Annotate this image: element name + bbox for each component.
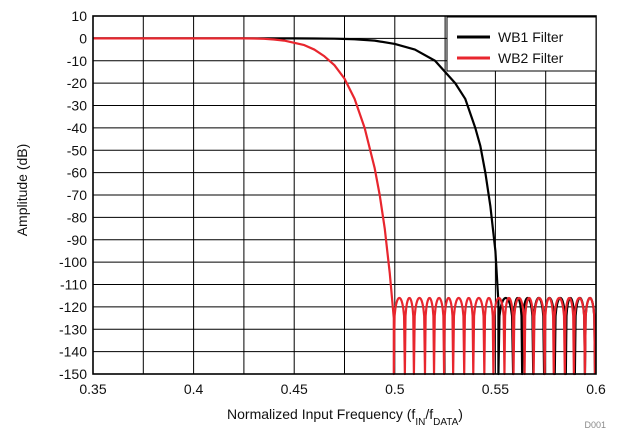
y-tick-label: -60 — [67, 165, 87, 181]
y-tick-label: -150 — [59, 366, 87, 382]
y-tick-label: 0 — [79, 30, 87, 46]
plot-border — [92, 15, 597, 375]
y-tick-label: -130 — [59, 321, 87, 337]
y-axis-tick-labels: 10 0 -10 -20 -30 -40 -50 -60 -70 -80 -90 -100 -110 -1… — [59, 8, 87, 382]
x-axis-title-sub2: DATA — [433, 417, 459, 428]
y-tick-label: -80 — [67, 209, 87, 225]
x-axis-title-close: ) — [458, 406, 463, 422]
y-tick-label: -50 — [67, 142, 87, 158]
y-tick-label: -40 — [67, 120, 87, 136]
y-tick-label: -30 — [67, 98, 87, 114]
legend-box — [446, 16, 597, 72]
series-line-wb2 — [93, 37, 597, 376]
x-tick-label: 0.6 — [586, 381, 606, 397]
legend-label-wb1: WB1 Filter — [498, 29, 564, 45]
legend: WB1 Filter WB2 Filter — [446, 16, 597, 72]
x-axis-tick-labels: 0.35 0.4 0.45 0.5 0.55 0.6 — [79, 381, 606, 397]
y-tick-label: 10 — [71, 8, 87, 24]
x-tick-label: 0.55 — [482, 381, 509, 397]
x-tick-label: 0.4 — [184, 381, 204, 397]
x-tick-label: 0.35 — [79, 381, 106, 397]
y-tick-label: -100 — [59, 254, 87, 270]
y-axis-title: Amplitude (dB) — [14, 144, 30, 237]
x-axis-title-main: Normalized Input Frequency (f — [227, 406, 415, 422]
figure-id-label: D001 — [584, 420, 606, 430]
y-tick-label: -90 — [67, 232, 87, 248]
x-tick-label: 0.5 — [385, 381, 405, 397]
y-tick-label: -110 — [60, 277, 87, 293]
x-tick-label: 0.45 — [281, 381, 308, 397]
y-tick-label: -140 — [59, 344, 87, 360]
x-axis-title-sub1: IN — [415, 417, 425, 428]
y-tick-label: -120 — [59, 299, 87, 315]
series-lines — [93, 37, 597, 376]
x-axis-title-slash: /f — [425, 406, 433, 422]
y-tick-label: -20 — [67, 75, 87, 91]
grid-lines — [92, 15, 597, 375]
x-axis-title: Normalized Input Frequency (fIN/fDATA) — [227, 406, 463, 428]
y-tick-label: -10 — [67, 53, 87, 69]
legend-label-wb2: WB2 Filter — [498, 50, 564, 66]
plot-area — [93, 37, 597, 376]
y-tick-label: -70 — [67, 187, 87, 203]
